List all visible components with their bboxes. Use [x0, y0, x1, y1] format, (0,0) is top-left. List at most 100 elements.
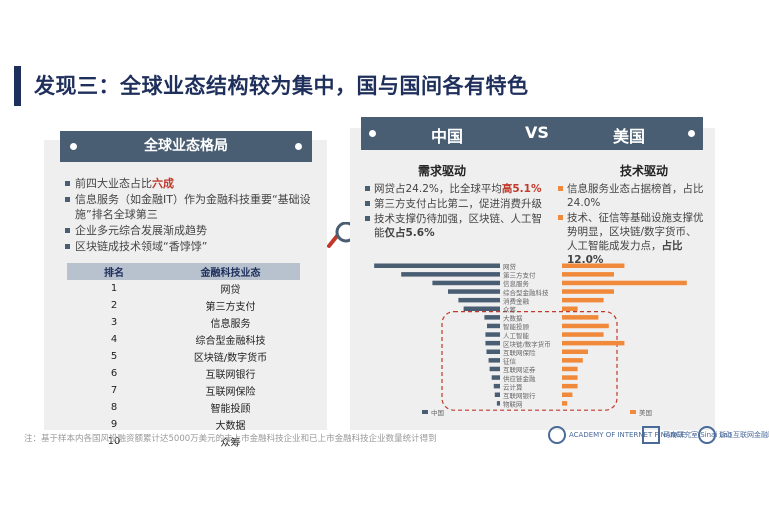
rank-cell: 3	[110, 317, 118, 328]
rank-cell: 5	[110, 351, 118, 362]
bullet-item: 企业多元综合发展渐成趋势	[63, 223, 318, 238]
usa-bar	[562, 323, 609, 329]
academy-logo: ACADEMY OF INTERNET FINANCE	[548, 426, 685, 444]
category-label: 第三方支付	[503, 271, 536, 280]
rank-cell: 6	[110, 368, 118, 379]
category-label: 众筹	[503, 305, 517, 314]
category-label: 综合型金融科技	[503, 288, 549, 297]
usa-bar	[562, 349, 588, 354]
china-bar	[458, 297, 500, 303]
column-header-rank: 排名	[67, 263, 161, 280]
rank-cell: 9	[110, 419, 118, 430]
rank-cell: 1	[110, 283, 118, 294]
bullet-item: 信息服务（如金融IT）作为金融科技重要“基础设施”排名全球第三	[63, 192, 318, 222]
ranking-table: 排名 金融科技业态 1 网贷 2 第三方支付 3 信息服务 4 综合型金融科技 5 区块链/数字货…	[67, 263, 300, 450]
usa-bar	[562, 263, 625, 268]
global-pattern-header: 全球业态格局	[60, 131, 312, 162]
category-label: 消费金融	[503, 296, 530, 305]
legend-swatch-china	[422, 410, 428, 414]
usa-bar	[562, 280, 687, 286]
bullet-dot-icon	[295, 143, 302, 150]
global-pattern-title: 全球业态格局	[144, 138, 228, 154]
bullet-item: 信息服务业态占据榜首，占比24.0%	[557, 182, 707, 210]
ranking-table-body: 1 网贷 2 第三方支付 3 信息服务 4 综合型金融科技 5 区块链/数字货币 6 互联网银行 7 互联…	[67, 280, 300, 450]
usa-bar	[562, 340, 625, 346]
sector-cell: 互联网银行	[205, 370, 256, 381]
sector-cell: 第三方支付	[205, 302, 256, 313]
sector-cell: 信息服务	[210, 319, 251, 330]
legend-swatch-usa	[630, 410, 636, 414]
table-row: 3 信息服务	[67, 314, 300, 331]
china-bullets: 网贷占24.2%，比全球平均高5.1% 第三方支付占比第二，促进消费升级 技术支…	[364, 182, 546, 241]
sector-cell: 众筹	[220, 438, 241, 449]
china-bar	[496, 401, 500, 406]
usa-bar	[562, 392, 573, 397]
sector-cell: 互联网保险	[205, 387, 256, 398]
sector-cell: 智能投顾	[210, 404, 251, 415]
china-bar	[401, 272, 500, 277]
china-bar	[494, 392, 500, 397]
column-header-sector: 金融科技业态	[161, 263, 300, 280]
bullet-dot-icon	[688, 130, 695, 137]
global-bullets: 前四大业态占比六成 信息服务（如金融IT）作为金融科技重要“基础设施”排名全球第…	[63, 176, 318, 255]
rank-cell: 8	[110, 402, 118, 413]
usa-bar	[562, 289, 614, 294]
global-pattern-panel	[44, 140, 327, 430]
china-bar	[484, 315, 500, 320]
china-bar	[489, 366, 500, 372]
category-label: 供应链金融	[503, 374, 536, 383]
usa-bar	[562, 297, 604, 303]
table-row: 1 网贷	[67, 280, 300, 297]
china-bar	[485, 340, 500, 346]
table-row: 8 智能投顾	[67, 399, 300, 416]
bullet-dot-icon	[369, 130, 376, 137]
table-row: 2 第三方支付	[67, 297, 300, 314]
sector-cell: 大数据	[215, 421, 246, 432]
comparison-panel	[350, 128, 715, 430]
bullet-dot-icon	[70, 143, 77, 150]
category-label: 物联网	[503, 400, 523, 409]
table-row: 10 众筹	[67, 433, 300, 450]
highlight-box	[441, 310, 618, 411]
bullet-item: 技术、征信等基础设施支撑优势明显，区块链/数字货币、人工智能成发力点，占比12.…	[557, 211, 707, 267]
usa-bar	[562, 332, 604, 337]
bullet-item: 网贷占24.2%，比全球平均高5.1%	[364, 182, 546, 196]
china-bar	[486, 349, 500, 354]
category-label: 区块链/数字货币	[503, 339, 551, 348]
category-label: 信息服务	[503, 279, 530, 288]
china-bar	[488, 358, 500, 363]
category-label: 互联网证券	[503, 365, 536, 374]
federation-logo: 浙江互联网金融联合会	[698, 426, 769, 444]
legend-label-china: 中国	[431, 408, 444, 417]
usa-driver: 技术驱动	[620, 164, 669, 178]
category-label: 智能投顾	[503, 322, 530, 331]
bullet-item: 前四大业态占比六成	[63, 176, 318, 191]
china-bar	[487, 323, 500, 329]
bullet-item: 区块链成技术领域“香饽饽”	[63, 239, 318, 254]
vs-header: 中国 VS 美国	[361, 117, 703, 150]
china-driver: 需求驱动	[418, 164, 467, 178]
usa-bar	[562, 315, 599, 320]
rank-cell: 2	[110, 300, 118, 311]
sector-cell: 网贷	[220, 285, 241, 296]
category-label: 征信	[503, 357, 517, 366]
table-row: 7 互联网保险	[67, 382, 300, 399]
category-label: 互联网保险	[503, 348, 536, 357]
table-row: 5 区块链/数字货币	[67, 348, 300, 365]
china-bar	[463, 306, 500, 311]
usa-bar	[562, 306, 578, 311]
table-row: 6 互联网银行	[67, 365, 300, 382]
usa-bullets: 信息服务业态占据榜首，占比24.0% 技术、征信等基础设施支撑优势明显，区块链/…	[557, 182, 707, 268]
category-label: 互联网银行	[503, 391, 536, 400]
category-label: 网贷	[503, 262, 517, 271]
sinai-lab-logo: 司南研究室 Sinai Lab	[642, 426, 732, 444]
legend-label-usa: 美国	[639, 408, 652, 417]
category-label: 云计算	[503, 382, 523, 391]
category-label: 人工智能	[503, 331, 530, 340]
rank-cell: 7	[110, 385, 118, 396]
rank-cell: 10	[107, 436, 121, 447]
table-row: 9 大数据	[67, 416, 300, 433]
sector-cell: 区块链/数字货币	[193, 353, 268, 364]
china-label: 中国	[431, 127, 464, 146]
usa-bar	[562, 401, 568, 406]
